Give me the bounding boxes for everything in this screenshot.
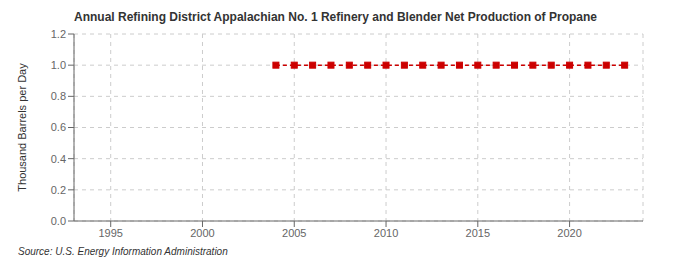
svg-text:0.6: 0.6 (51, 121, 66, 133)
html-text:Annual Refining District Appal: Annual Refining District Appalachian No.… (74, 10, 597, 24)
svg-text:0.2: 0.2 (51, 184, 66, 196)
html-text:Source: U.S. Energy Informatio: Source: U.S. Energy Information Administ… (18, 246, 228, 257)
svg-text:2020: 2020 (557, 227, 581, 239)
svg-text:1995: 1995 (98, 227, 122, 239)
svg-text:0.8: 0.8 (51, 90, 66, 102)
svg-text:1.2: 1.2 (51, 28, 66, 40)
svg-text:2005: 2005 (282, 227, 306, 239)
svg-text:2000: 2000 (190, 227, 214, 239)
svg-text:0.0: 0.0 (51, 215, 66, 227)
svg-text:2015: 2015 (466, 227, 490, 239)
svg-text:0.4: 0.4 (51, 153, 66, 165)
svg-text:Thousand Barrels per Day: Thousand Barrels per Day (16, 63, 28, 192)
svg-text:2010: 2010 (374, 227, 398, 239)
svg-text:1.0: 1.0 (51, 59, 66, 71)
